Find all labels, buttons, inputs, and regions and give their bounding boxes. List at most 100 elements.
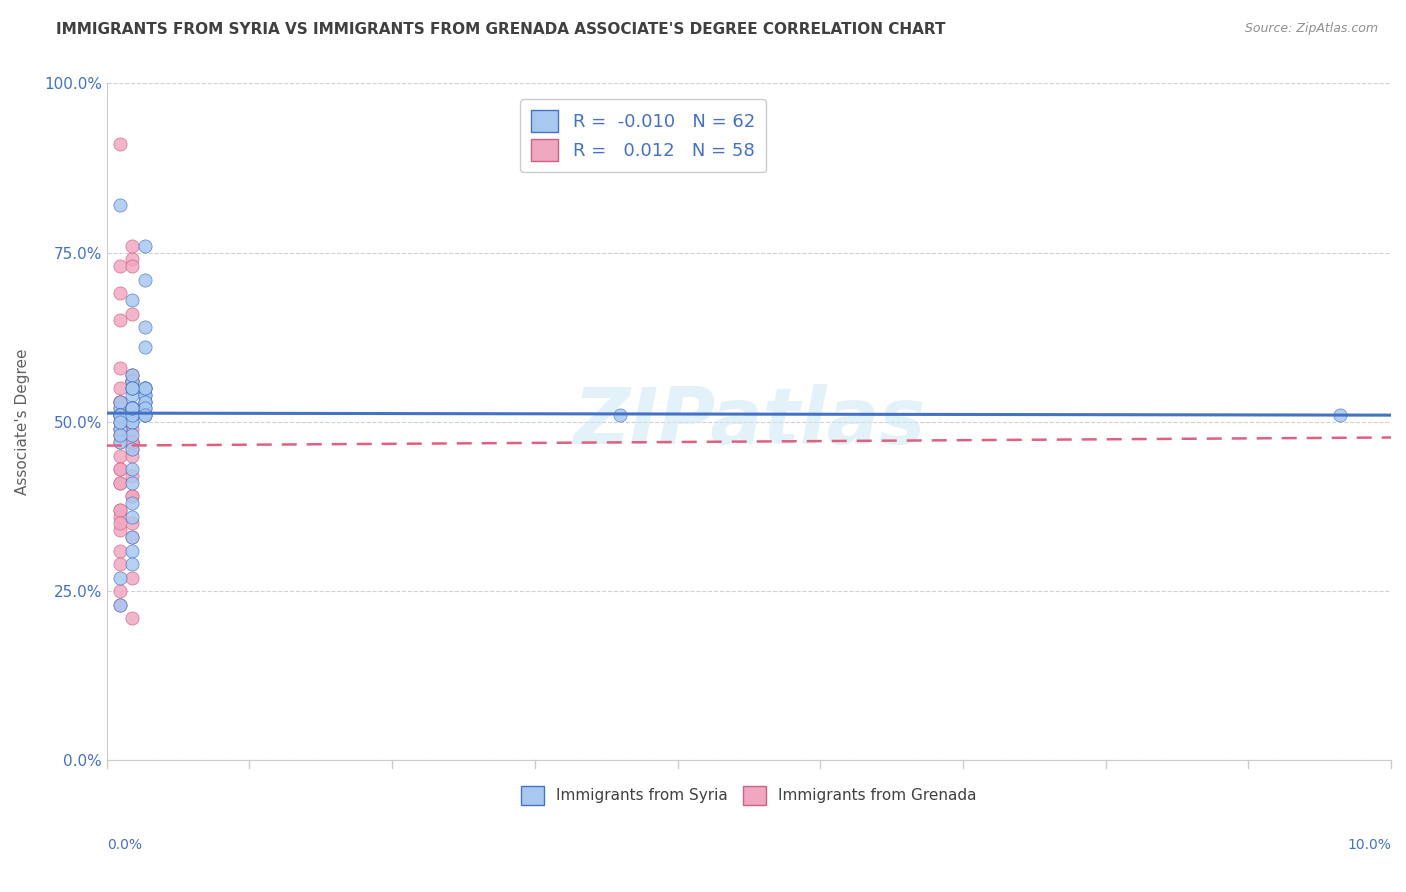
Point <box>121 442 143 456</box>
Point <box>108 428 131 442</box>
Point <box>134 341 156 355</box>
Point <box>108 415 131 429</box>
Point <box>121 543 143 558</box>
Point <box>108 503 131 517</box>
Point <box>108 313 131 327</box>
Point <box>121 571 143 585</box>
Point <box>121 374 143 388</box>
Point <box>121 435 143 450</box>
Point <box>134 394 156 409</box>
Point <box>121 428 143 442</box>
Point <box>121 401 143 416</box>
Point <box>121 475 143 490</box>
Point <box>121 368 143 382</box>
Point <box>121 435 143 450</box>
Point <box>121 381 143 395</box>
Point <box>108 408 131 422</box>
Point <box>134 401 156 416</box>
Point <box>134 381 156 395</box>
Point <box>121 401 143 416</box>
Point <box>121 462 143 476</box>
Point <box>134 408 156 422</box>
Point <box>121 422 143 436</box>
Point <box>121 435 143 450</box>
Point <box>121 401 143 416</box>
Point <box>108 137 131 152</box>
Point <box>121 530 143 544</box>
Point <box>108 394 131 409</box>
Point <box>108 598 131 612</box>
Point <box>121 259 143 273</box>
Y-axis label: Associate's Degree: Associate's Degree <box>15 349 30 495</box>
Point <box>108 503 131 517</box>
Point <box>108 408 131 422</box>
Point <box>121 293 143 307</box>
Point <box>108 401 131 416</box>
Point <box>108 475 131 490</box>
Point <box>108 509 131 524</box>
Point <box>121 374 143 388</box>
Point <box>108 408 131 422</box>
Legend: Immigrants from Syria, Immigrants from Grenada: Immigrants from Syria, Immigrants from G… <box>512 777 986 814</box>
Point <box>134 401 156 416</box>
Point <box>121 374 143 388</box>
Point <box>121 435 143 450</box>
Point <box>134 381 156 395</box>
Point <box>108 408 131 422</box>
Point <box>121 401 143 416</box>
Point <box>108 571 131 585</box>
Point <box>108 394 131 409</box>
Point <box>134 381 156 395</box>
Point <box>121 408 143 422</box>
Point <box>121 401 143 416</box>
Point <box>1329 408 1351 422</box>
Point <box>108 475 131 490</box>
Point <box>108 360 131 375</box>
Point <box>121 408 143 422</box>
Point <box>121 388 143 402</box>
Point <box>121 401 143 416</box>
Point <box>121 489 143 503</box>
Point <box>108 584 131 599</box>
Point <box>108 422 131 436</box>
Point <box>108 394 131 409</box>
Point <box>108 286 131 301</box>
Point <box>134 388 156 402</box>
Point <box>134 394 156 409</box>
Point <box>108 408 131 422</box>
Point <box>121 509 143 524</box>
Point <box>121 415 143 429</box>
Point <box>121 408 143 422</box>
Point <box>108 408 131 422</box>
Point <box>134 408 156 422</box>
Text: ZIPatlas: ZIPatlas <box>572 384 925 460</box>
Point <box>108 462 131 476</box>
Text: IMMIGRANTS FROM SYRIA VS IMMIGRANTS FROM GRENADA ASSOCIATE'S DEGREE CORRELATION : IMMIGRANTS FROM SYRIA VS IMMIGRANTS FROM… <box>56 22 946 37</box>
Text: 10.0%: 10.0% <box>1347 838 1391 852</box>
Point <box>134 408 156 422</box>
Point <box>108 259 131 273</box>
Point <box>108 381 131 395</box>
Point <box>108 435 131 450</box>
Point <box>121 374 143 388</box>
Point <box>121 530 143 544</box>
Point <box>121 381 143 395</box>
Point <box>121 401 143 416</box>
Point <box>121 557 143 571</box>
Point <box>121 239 143 253</box>
Point <box>121 368 143 382</box>
Point <box>121 516 143 531</box>
Point <box>108 428 131 442</box>
Point <box>108 198 131 212</box>
Point <box>108 435 131 450</box>
Point <box>108 428 131 442</box>
Point <box>134 388 156 402</box>
Point <box>108 415 131 429</box>
Point <box>121 307 143 321</box>
Point <box>121 442 143 456</box>
Point <box>108 462 131 476</box>
Point <box>108 449 131 463</box>
Point <box>108 598 131 612</box>
Point <box>108 516 131 531</box>
Point <box>134 320 156 334</box>
